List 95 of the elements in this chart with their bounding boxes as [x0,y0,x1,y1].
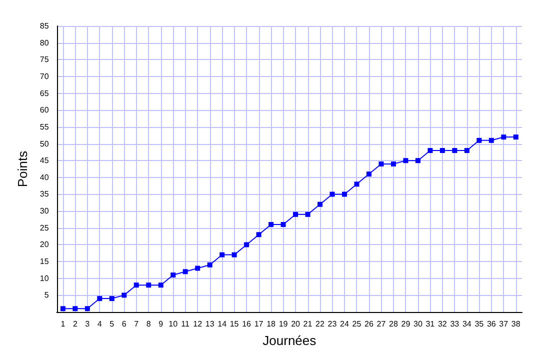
x-tick-label: 21 [303,320,313,328]
x-tick-label: 26 [364,320,374,328]
x-tick-label: 16 [242,320,252,328]
x-tick-label: 36 [486,320,496,328]
y-tick-label: 15 [40,257,50,266]
point [428,148,433,153]
x-tick-label: 33 [450,320,460,328]
point [476,138,482,143]
point [84,306,90,312]
x-tick-label: 15 [230,320,240,328]
y-tick-label: 25 [40,223,50,232]
x-tick-label: 34 [462,320,472,328]
point [170,272,176,278]
point [342,192,347,197]
y-tick-label: 30 [40,206,50,216]
x-tick-label: 38 [511,320,521,328]
x-tick-label: 23 [328,320,338,328]
x-tick-label: 19 [278,320,288,328]
y-tick-label: 5 [44,290,50,300]
y-axis-title: Points [15,150,30,188]
y-tick-label: 60 [40,106,50,115]
y-tick-label: 50 [40,139,50,148]
x-tick-label: 25 [352,320,362,328]
point [207,262,212,268]
point [109,296,114,302]
point [60,306,66,312]
point [415,158,420,164]
x-tick-label: 5 [110,320,115,328]
point [452,148,458,153]
y-tick-label: 80 [40,38,50,48]
x-tick-label: 29 [401,320,411,328]
point [280,222,286,228]
y-tick-label: 35 [40,190,50,199]
point [97,296,102,302]
x-tick-label: 14 [218,320,228,328]
point [513,134,518,140]
point [366,172,372,177]
point [390,161,396,166]
x-tick-label: 7 [134,320,140,328]
y-tick-label: 70 [40,72,50,81]
point [232,252,237,258]
x-tick-label: 4 [97,320,102,328]
point [330,192,335,197]
y-tick-label: 55 [40,122,50,132]
y-tick-label: 40 [40,172,50,182]
y-tick-label: 75 [40,55,50,64]
point [134,282,139,288]
point [220,252,225,258]
y-tick-label: 65 [40,88,50,98]
point [501,134,506,140]
point [464,148,470,153]
point [378,161,384,166]
x-tick-label: 1 [60,320,66,328]
x-tick-label: 20 [291,320,301,328]
y-tick-label: 20 [40,240,50,250]
x-tick-label: 6 [122,320,127,328]
x-tick-label: 31 [426,320,436,328]
x-tick-label: 17 [254,320,264,328]
x-tick-label: 2 [72,320,78,328]
x-tick-label: 3 [85,320,90,328]
point [72,306,78,312]
x-tick-label: 13 [205,320,215,328]
x-tick-label: 9 [158,320,164,328]
x-tick-label: 18 [266,320,276,328]
x-tick-label: 32 [438,320,448,328]
x-tick-label: 28 [389,320,398,328]
point [195,266,200,271]
x-tick-label: 10 [168,320,178,328]
x-tick-label: 22 [316,320,325,328]
point [158,282,164,288]
x-tick-label: 35 [474,320,484,328]
x-tick-label: 8 [146,320,152,328]
point [488,138,494,143]
y-tick-label: 45 [40,156,50,166]
point [440,148,445,153]
point [268,222,274,228]
point [256,232,262,238]
x-tick-label: 24 [340,320,350,328]
point [403,158,408,164]
point [318,202,323,207]
point [354,182,360,187]
x-tick-label: 37 [499,320,509,328]
point [146,282,152,288]
point [122,292,127,298]
x-tick-label: 12 [193,320,203,328]
point [182,269,188,274]
y-tick-label: 85 [40,22,50,30]
y-tick-label: 10 [40,274,50,283]
x-axis-title: Journées [262,333,317,348]
point [244,242,250,248]
x-tick-label: 30 [413,320,423,328]
point [293,212,298,217]
point [305,212,310,217]
x-tick-label: 11 [181,320,190,328]
x-tick-label: 27 [376,320,386,328]
